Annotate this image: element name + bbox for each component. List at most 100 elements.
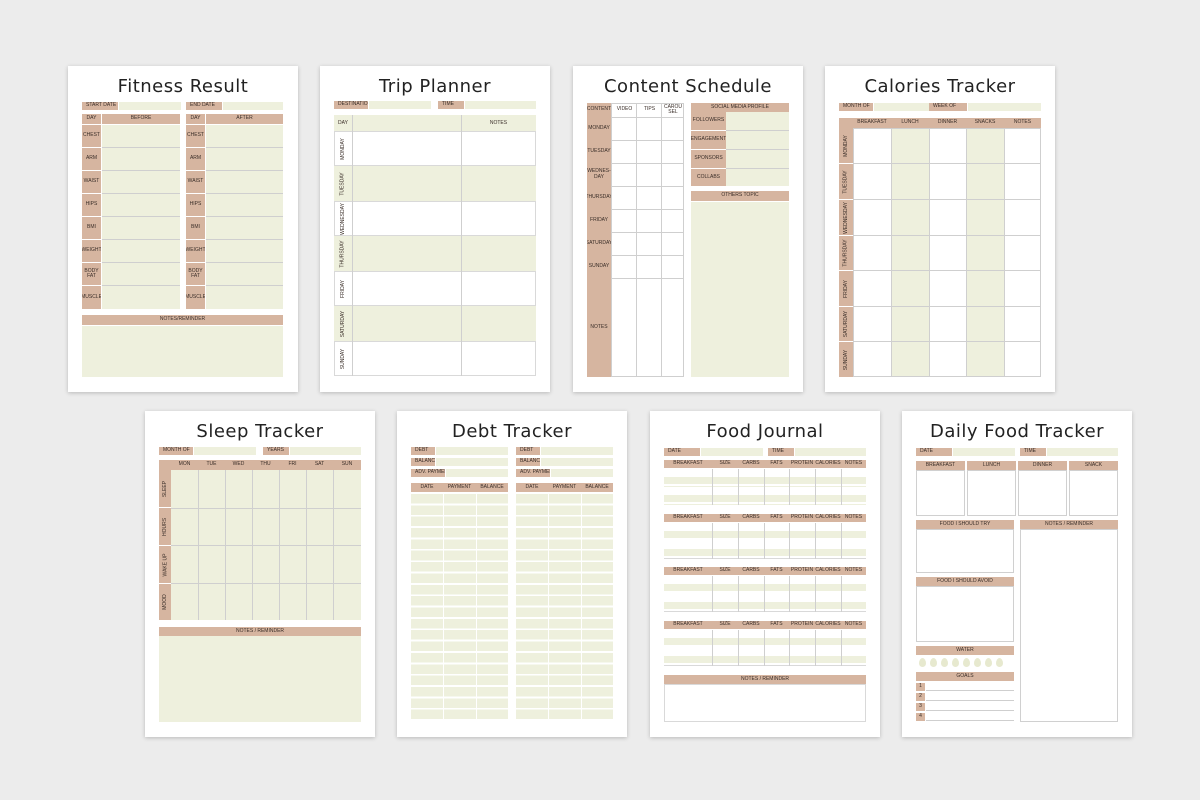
content-schedule-page: Content Schedule CONTENT VIDEO TIPS CARO…: [573, 66, 803, 392]
row-label: HIPS: [82, 194, 101, 216]
daily-food-tracker-page: Daily Food Tracker DATE TIME BREAKFAST L…: [902, 411, 1132, 737]
balance-field[interactable]: [436, 458, 508, 466]
col-header: PROTEIN: [789, 460, 815, 468]
water-drop-icon[interactable]: [919, 658, 926, 667]
payment-table[interactable]: [411, 494, 508, 721]
col-header: BREAKFAST: [664, 460, 712, 468]
goal-line[interactable]: [926, 710, 1014, 711]
water-drop-icon[interactable]: [963, 658, 970, 667]
notes-area[interactable]: [159, 636, 361, 722]
end-date-field[interactable]: [223, 102, 283, 110]
month-of-label: MONTH OF: [159, 447, 193, 455]
start-date-field[interactable]: [119, 102, 181, 110]
day-label: TUESDAY: [587, 147, 611, 154]
food-try-header: FOOD I SHOULD TRY: [916, 520, 1014, 529]
row-label: CHEST: [186, 125, 205, 147]
adv-payment-label: ADV. PAYMENT: [411, 469, 445, 477]
time-field[interactable]: [465, 101, 536, 109]
notes-area[interactable]: [82, 326, 283, 377]
others-topic-header: OTHERS TOPIC: [691, 191, 789, 201]
meal-box[interactable]: [916, 470, 965, 516]
table-header: [334, 115, 536, 131]
page-title: Content Schedule: [603, 76, 773, 97]
water-drop-icon[interactable]: [974, 658, 981, 667]
adv-payment-field[interactable]: [446, 469, 508, 477]
goal-line[interactable]: [926, 690, 1014, 691]
water-drop-icon[interactable]: [985, 658, 992, 667]
notes-area[interactable]: [664, 684, 866, 722]
notes-area[interactable]: [1020, 529, 1118, 722]
day-header: DAY: [82, 114, 101, 124]
meal-box[interactable]: [967, 470, 1016, 516]
others-topic-area[interactable]: [691, 202, 789, 377]
col-header: SNACKS: [966, 118, 1004, 128]
day-label: SATURDAY: [839, 307, 853, 341]
month-of-field[interactable]: [194, 447, 256, 455]
row-label: HIPS: [186, 194, 205, 216]
meal-box[interactable]: [1069, 470, 1118, 516]
before-column[interactable]: [102, 125, 180, 309]
notes-header: NOTES / REMINDER: [159, 627, 361, 636]
col-header: THU: [252, 460, 279, 470]
col-header: NOTES: [841, 460, 866, 468]
meal-box[interactable]: [1018, 470, 1067, 516]
row-label: ARM: [186, 148, 205, 170]
day-label: TUESDAY: [340, 171, 346, 196]
calories-tracker-page: Calories Tracker MONTH OF WEEK OF BREAKF…: [825, 66, 1055, 392]
col-header: LUNCH: [891, 118, 929, 128]
payment-table[interactable]: [516, 494, 613, 721]
day-header: DAY: [338, 120, 348, 126]
trip-planner-page: Trip Planner DESTINATION TIME DAY NOTES …: [320, 66, 550, 392]
food-try-area[interactable]: [916, 529, 1014, 573]
food-avoid-area[interactable]: [916, 586, 1014, 642]
week-of-label: WEEK OF: [929, 103, 967, 111]
date-field[interactable]: [953, 448, 1015, 456]
time-field[interactable]: [1047, 448, 1118, 456]
page-title: Calories Tracker: [864, 76, 1016, 97]
after-column[interactable]: [206, 125, 283, 309]
time-field[interactable]: [795, 448, 866, 456]
row-label: WAIST: [82, 171, 101, 193]
date-label: DATE: [916, 448, 952, 456]
page-title: Sleep Tracker: [196, 421, 324, 442]
col-header: NOTES: [841, 567, 866, 575]
day-label: WEDNESDAY: [839, 200, 853, 235]
day-label: THURSDAY: [839, 236, 853, 270]
destination-label: DESTINATION: [334, 101, 368, 109]
destination-field[interactable]: [369, 101, 431, 109]
page-title: Debt Tracker: [451, 421, 573, 442]
col-header: BREAKFAST: [664, 567, 712, 575]
col-header: SAT: [306, 460, 333, 470]
water-drop-icon[interactable]: [930, 658, 937, 667]
social-label: SPONSORS: [691, 150, 726, 168]
social-media-header: SOCIAL MEDIA PROFILE: [691, 103, 789, 112]
month-of-field[interactable]: [874, 103, 936, 111]
notes-header: NOTES / REMINDER: [1020, 520, 1118, 529]
goal-number: 4: [916, 713, 925, 721]
water-drop-icon[interactable]: [996, 658, 1003, 667]
corner: [839, 118, 853, 128]
debt-field[interactable]: [436, 447, 508, 455]
water-drop-icon[interactable]: [952, 658, 959, 667]
date-field[interactable]: [701, 448, 763, 456]
debt-field[interactable]: [541, 447, 613, 455]
col-header: PAYMENT: [548, 483, 581, 492]
goal-line[interactable]: [926, 700, 1014, 701]
social-label: FOLLOWERS: [691, 112, 726, 130]
col-header: FATS: [764, 567, 789, 575]
meal-header: BREAKFAST: [916, 461, 965, 470]
goal-line[interactable]: [926, 720, 1014, 721]
week-of-field[interactable]: [968, 103, 1041, 111]
adv-payment-field[interactable]: [551, 469, 613, 477]
water-drop-icon[interactable]: [941, 658, 948, 667]
page-title: Daily Food Tracker: [929, 421, 1105, 442]
row-label: ARM: [82, 148, 101, 170]
col-header: SIZE: [712, 621, 738, 629]
day-label: WEDNESDAY: [340, 202, 347, 235]
meal-header: DINNER: [1018, 461, 1067, 470]
years-field[interactable]: [290, 447, 361, 455]
day-label: FRIDAY: [340, 279, 346, 298]
corner: [159, 460, 171, 470]
balance-field[interactable]: [541, 458, 613, 466]
col-header: BREAKFAST: [853, 118, 891, 128]
